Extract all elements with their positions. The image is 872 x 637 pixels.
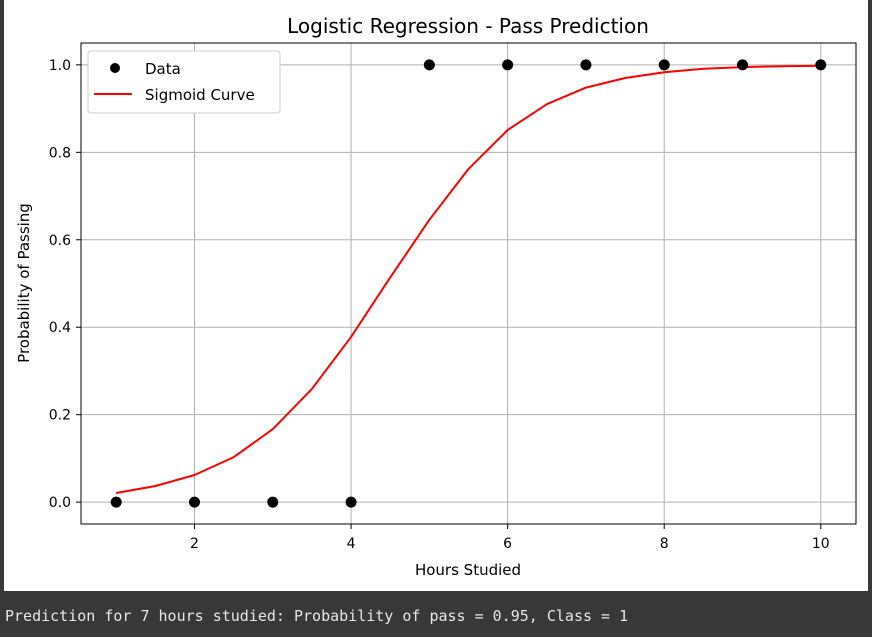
x-axis: 2 4 6 8 10 (190, 524, 830, 552)
x-tick-label: 10 (812, 536, 830, 552)
x-tick-label: 6 (503, 536, 512, 552)
y-axis: 0.0 0.2 0.4 0.6 0.8 1.0 (49, 58, 81, 511)
chart-svg: 2 4 6 8 10 0.0 0.2 0.4 0.6 0.8 1.0 Logistic Regre… (4, 0, 868, 591)
legend-data-marker (110, 63, 120, 73)
data-point (736, 59, 748, 71)
curve-layer (116, 64, 821, 494)
data-point (345, 496, 357, 508)
console-output: Prediction for 7 hours studied: Probabil… (0, 595, 872, 637)
y-axis-label: Probability of Passing (15, 203, 33, 363)
data-point (815, 59, 827, 71)
y-tick-label: 0.4 (49, 320, 71, 336)
data-point (580, 59, 592, 71)
data-point (423, 59, 435, 71)
sigmoid-curve (116, 64, 821, 494)
data-point (189, 496, 201, 508)
data-point (110, 496, 122, 508)
data-point (267, 496, 279, 508)
y-tick-label: 0.6 (49, 233, 71, 249)
data-point (658, 59, 670, 71)
y-tick-label: 1.0 (49, 58, 71, 74)
y-tick-label: 0.8 (49, 145, 71, 161)
data-point (502, 59, 514, 71)
legend-sigmoid-label: Sigmoid Curve (145, 86, 255, 104)
legend-data-label: Data (145, 60, 181, 78)
chart-figure: 2 4 6 8 10 0.0 0.2 0.4 0.6 0.8 1.0 Logistic Regre… (4, 0, 868, 591)
legend: Data Sigmoid Curve (87, 50, 281, 114)
grid (81, 43, 856, 524)
x-tick-label: 4 (347, 536, 356, 552)
x-axis-label: Hours Studied (415, 561, 521, 579)
legend-box (87, 50, 281, 114)
y-tick-label: 0.2 (49, 408, 71, 424)
x-tick-label: 2 (190, 536, 199, 552)
chart-title: Logistic Regression - Pass Prediction (287, 14, 649, 38)
x-tick-label: 8 (660, 536, 669, 552)
plot-frame (80, 42, 857, 525)
points-layer (110, 59, 827, 508)
y-tick-label: 0.0 (49, 495, 71, 511)
